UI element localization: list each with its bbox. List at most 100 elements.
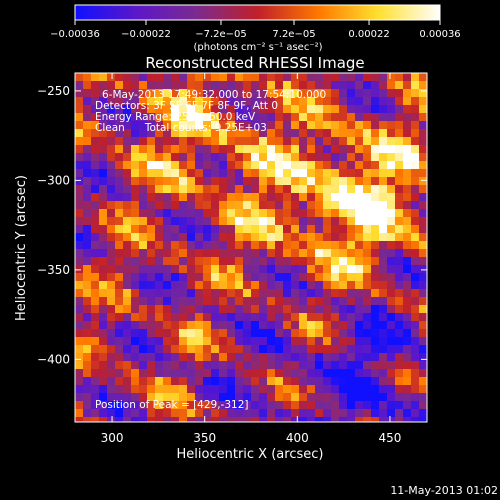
heatmap-cell: [307, 201, 316, 210]
heatmap-cell: [203, 345, 212, 354]
heatmap-cell: [211, 241, 220, 250]
heatmap-cell: [203, 337, 212, 346]
heatmap-cell: [243, 169, 252, 178]
heatmap-cell: [147, 121, 156, 130]
heatmap-cell: [411, 177, 420, 186]
heatmap-cell: [259, 81, 268, 90]
heatmap-cell: [315, 393, 324, 402]
heatmap-cell: [235, 233, 244, 242]
heatmap-cell: [259, 169, 268, 178]
heatmap-cell: [251, 137, 260, 146]
heatmap-cell: [115, 137, 124, 146]
heatmap-cell: [99, 409, 108, 418]
heatmap-cell: [115, 417, 124, 422]
heatmap-cell: [219, 417, 228, 422]
heatmap-cell: [395, 249, 404, 258]
heatmap-cell: [227, 313, 236, 322]
heatmap-cell: [291, 401, 300, 410]
heatmap-cell: [187, 81, 196, 90]
heatmap-cell: [235, 217, 244, 226]
heatmap-cell: [347, 137, 356, 146]
heatmap-cell: [155, 81, 164, 90]
heatmap-cell: [139, 73, 148, 82]
heatmap-cell: [115, 273, 124, 282]
heatmap-cell: [379, 297, 388, 306]
heatmap-cell: [299, 377, 308, 386]
heatmap-cell: [203, 113, 212, 122]
heatmap-cell: [251, 225, 260, 234]
heatmap-cell: [211, 97, 220, 106]
heatmap-cell: [115, 113, 124, 122]
heatmap-cell: [243, 233, 252, 242]
heatmap-cell: [355, 193, 364, 202]
heatmap-cell: [131, 353, 140, 362]
heatmap-cell: [419, 265, 427, 274]
heatmap-cell: [323, 401, 332, 410]
heatmap-cell: [163, 89, 172, 98]
heatmap-cell: [163, 241, 172, 250]
heatmap-cell: [139, 305, 148, 314]
heatmap-cell: [155, 401, 164, 410]
heatmap-cell: [107, 217, 116, 226]
heatmap-cell: [83, 89, 92, 98]
heatmap-cell: [411, 169, 420, 178]
heatmap-cell: [267, 257, 276, 266]
heatmap-cell: [275, 305, 284, 314]
heatmap-cell: [115, 105, 124, 114]
heatmap-cell: [371, 113, 380, 122]
heatmap-cell: [379, 385, 388, 394]
heatmap-cell: [323, 169, 332, 178]
heatmap-cell: [179, 129, 188, 138]
heatmap-cell: [195, 265, 204, 274]
heatmap-cell: [387, 177, 396, 186]
heatmap-cell: [235, 185, 244, 194]
heatmap-cell: [323, 145, 332, 154]
heatmap-cell: [195, 201, 204, 210]
heatmap-cell: [379, 249, 388, 258]
heatmap-cell: [179, 153, 188, 162]
heatmap-cell: [219, 193, 228, 202]
heatmap-cell: [355, 97, 364, 106]
heatmap-cell: [291, 177, 300, 186]
heatmap-cell: [371, 209, 380, 218]
heatmap-cell: [315, 361, 324, 370]
heatmap-cell: [227, 105, 236, 114]
heatmap-cell: [355, 337, 364, 346]
heatmap-cell: [155, 169, 164, 178]
heatmap-cell: [123, 105, 132, 114]
heatmap-cell: [299, 329, 308, 338]
heatmap-cell: [291, 209, 300, 218]
heatmap-cell: [99, 169, 108, 178]
heatmap-cell: [227, 169, 236, 178]
heatmap-cell: [147, 401, 156, 410]
heatmap-cell: [259, 257, 268, 266]
heatmap-cell: [219, 113, 228, 122]
heatmap-cell: [131, 241, 140, 250]
heatmap-cell: [187, 113, 196, 122]
heatmap-cell: [171, 321, 180, 330]
heatmap-cell: [155, 297, 164, 306]
heatmap-cell: [123, 209, 132, 218]
heatmap-cell: [315, 105, 324, 114]
heatmap-cell: [91, 185, 100, 194]
heatmap-cell: [243, 329, 252, 338]
heatmap-cell: [307, 241, 316, 250]
heatmap-cell: [219, 289, 228, 298]
heatmap-cell: [147, 361, 156, 370]
heatmap-cell: [307, 417, 316, 422]
heatmap-cell: [307, 377, 316, 386]
heatmap-cell: [291, 121, 300, 130]
heatmap-cell: [195, 233, 204, 242]
heatmap-cell: [363, 393, 372, 402]
heatmap-cell: [235, 177, 244, 186]
heatmap-cell: [419, 361, 427, 370]
heatmap-cell: [387, 385, 396, 394]
heatmap-cell: [275, 129, 284, 138]
heatmap-cell: [299, 385, 308, 394]
heatmap-cell: [307, 145, 316, 154]
heatmap-cell: [115, 297, 124, 306]
heatmap-cell: [291, 169, 300, 178]
heatmap-cell: [123, 393, 132, 402]
heatmap-cell: [179, 297, 188, 306]
heatmap-cell: [363, 161, 372, 170]
